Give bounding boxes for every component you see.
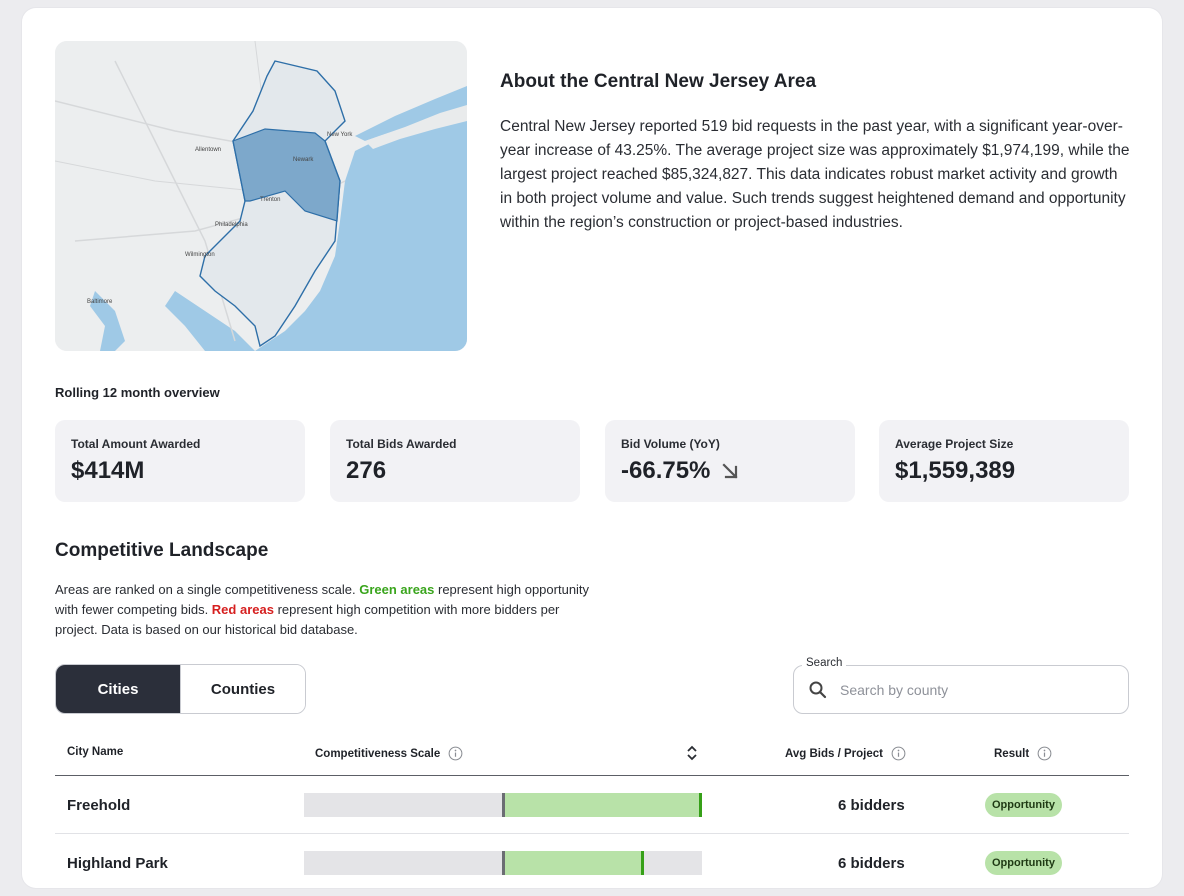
header-label: Result [994,747,1030,760]
stat-label: Average Project Size [895,437,1014,451]
bar-fill [503,851,643,875]
map-label: Wilmington [185,252,215,258]
view-toggle: Cities Counties [55,664,306,714]
competitiveness-bar [304,851,702,875]
search-label: Search [802,657,847,669]
table-header-divider [55,775,1129,776]
map-label: New York [327,132,353,138]
tab-counties[interactable]: Counties [180,665,305,713]
bar-midpoint-marker [501,851,505,875]
bar-midpoint-marker [501,793,505,817]
result-badge: Opportunity [985,793,1062,817]
competitive-landscape-description: Areas are ranked on a single competitive… [55,580,595,640]
stat-value: $1,559,389 [895,457,1016,484]
column-header-city-name[interactable]: City Name [67,746,123,758]
stat-bid-volume-yoy: Bid Volume (YoY) -66.75% [605,420,855,502]
map-graphic: New York Newark Philadelphia Allentown W… [55,41,467,351]
map-label: Philadelphia [215,222,248,228]
stat-total-bids-awarded: Total Bids Awarded 276 [330,420,580,502]
map-label: Allentown [195,147,221,153]
bar-fill [503,793,702,817]
bar-value-marker [640,851,644,875]
competitiveness-bar [304,793,702,817]
stat-value: -66.75% [621,457,711,484]
header-label: City Name [67,746,124,758]
red-areas-text: Red areas [211,602,274,617]
header-label: Competitiveness Scale [315,747,441,760]
bar-value-marker [699,793,702,817]
sort-icon[interactable] [685,744,699,762]
map-label: Newark [293,157,314,163]
stat-label: Total Amount Awarded [71,437,201,451]
column-header-result[interactable]: Result [994,746,1052,761]
map-label: Trenton [260,197,280,203]
stat-value: 276 [346,457,387,484]
row-avg-bidders: 6 bidders [838,855,905,872]
stat-total-amount-awarded: Total Amount Awarded $414M [55,420,305,502]
arrow-down-right-icon [722,463,738,479]
about-title: About the Central New Jersey Area [500,71,817,92]
row-city-name[interactable]: Highland Park [67,855,168,872]
result-badge: Opportunity [985,851,1062,875]
row-city-name[interactable]: Freehold [67,797,131,814]
row-avg-bidders: 6 bidders [838,797,905,814]
desc-part: represent high opportunity with fewer co… [55,582,590,617]
area-overview-card: New York Newark Philadelphia Allentown W… [22,8,1162,888]
tab-cities[interactable]: Cities [56,665,180,713]
search-icon [809,681,827,698]
stat-label: Bid Volume (YoY) [621,437,720,451]
green-areas-text: Green areas [359,582,435,597]
info-icon[interactable] [1037,746,1052,761]
info-icon[interactable] [448,746,463,761]
stat-value: $414M [71,457,145,484]
info-icon[interactable] [891,746,906,761]
desc-part: Areas are ranked on a single competitive… [55,582,360,597]
stat-average-project-size: Average Project Size $1,559,389 [879,420,1129,502]
competitive-landscape-title: Competitive Landscape [55,540,269,561]
about-description: Central New Jersey reported 519 bid requ… [500,118,1130,231]
desc-part: represent high competition with more bid… [55,602,560,637]
column-header-competitiveness-scale[interactable]: Competitiveness Scale [315,746,463,761]
map-label: Baltimore [87,299,113,305]
overview-heading: Rolling 12 month overview [55,385,220,400]
search-box: Search [793,657,1129,714]
column-header-avg-bids-per-project[interactable]: Avg Bids / Project [785,746,906,761]
row-divider [55,833,1129,834]
stat-label: Total Bids Awarded [346,437,457,451]
search-input[interactable] [840,681,1100,698]
header-label: Avg Bids / Project [785,747,883,760]
region-map[interactable]: New York Newark Philadelphia Allentown W… [55,41,467,351]
